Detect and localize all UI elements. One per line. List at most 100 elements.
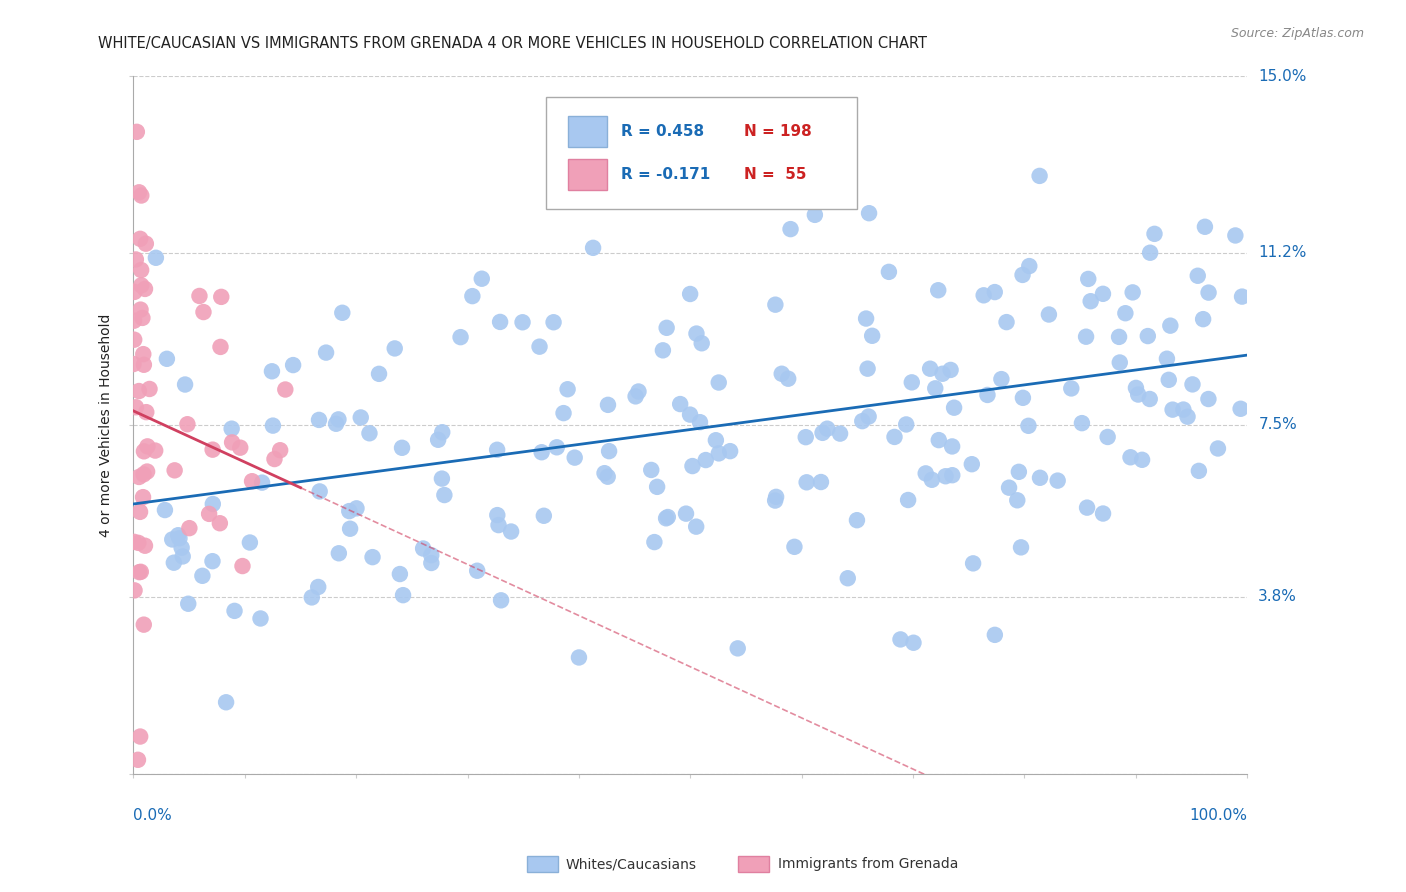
Point: [420, 556, 443, 570]
Point: [651, 343, 673, 358]
Point: [1194, 219, 1216, 234]
Point: [163, 556, 186, 570]
Point: [984, 628, 1007, 642]
Point: [627, 384, 650, 399]
Point: [384, 342, 406, 356]
Point: [125, 401, 148, 415]
Point: [1077, 272, 1099, 286]
Point: [361, 550, 384, 565]
Point: [129, 188, 152, 202]
Point: [794, 430, 817, 444]
Point: [655, 321, 678, 335]
Point: [914, 467, 936, 481]
Point: [132, 444, 155, 458]
Point: [328, 546, 350, 560]
Point: [346, 501, 368, 516]
Point: [657, 510, 679, 524]
Point: [596, 398, 619, 412]
Point: [897, 493, 920, 508]
Point: [1173, 402, 1195, 417]
Point: [145, 251, 167, 265]
Point: [998, 481, 1021, 495]
Point: [796, 475, 818, 490]
Point: [169, 531, 191, 545]
Point: [695, 453, 717, 467]
Point: [129, 278, 152, 293]
Point: [779, 222, 801, 236]
Point: [1092, 507, 1115, 521]
Point: [815, 422, 838, 436]
Point: [221, 422, 243, 436]
Point: [1011, 268, 1033, 282]
Point: [392, 588, 415, 602]
Point: [990, 372, 1012, 386]
Point: [927, 283, 949, 297]
Point: [307, 580, 329, 594]
Point: [135, 405, 157, 419]
Point: [388, 567, 411, 582]
Point: [1187, 268, 1209, 283]
Text: 7.5%: 7.5%: [1258, 417, 1296, 433]
Point: [533, 508, 555, 523]
Point: [132, 347, 155, 361]
Point: [125, 125, 148, 139]
Point: [132, 358, 155, 372]
Point: [727, 641, 749, 656]
Point: [679, 408, 702, 422]
Point: [645, 480, 668, 494]
Point: [943, 401, 966, 415]
Point: [262, 418, 284, 433]
Point: [1012, 391, 1035, 405]
Point: [1156, 351, 1178, 366]
Point: [976, 388, 998, 402]
Point: [883, 430, 905, 444]
Point: [315, 345, 337, 359]
Point: [1128, 387, 1150, 401]
Point: [132, 467, 155, 482]
Point: [433, 488, 456, 502]
Point: [1097, 430, 1119, 444]
Point: [128, 384, 150, 398]
Point: [188, 289, 211, 303]
Point: [1188, 464, 1211, 478]
Point: [432, 425, 454, 440]
Point: [122, 534, 145, 549]
Point: [858, 409, 880, 424]
Point: [1198, 285, 1220, 300]
Point: [530, 445, 553, 459]
Point: [281, 358, 304, 372]
Point: [718, 444, 741, 458]
Point: [778, 372, 800, 386]
Point: [512, 315, 534, 329]
Point: [783, 540, 806, 554]
Point: [928, 433, 950, 447]
Point: [1029, 471, 1052, 485]
Point: [855, 311, 877, 326]
Point: [877, 265, 900, 279]
Point: [250, 475, 273, 490]
Point: [128, 565, 150, 579]
Point: [643, 535, 665, 549]
Text: 0.0%: 0.0%: [134, 808, 173, 823]
Point: [1018, 259, 1040, 273]
Point: [179, 521, 201, 535]
Y-axis label: 4 or more Vehicles in Household: 4 or more Vehicles in Household: [100, 313, 114, 537]
Point: [201, 497, 224, 511]
Point: [1143, 227, 1166, 241]
Point: [1028, 169, 1050, 183]
Point: [125, 252, 148, 267]
Point: [209, 290, 232, 304]
Point: [858, 206, 880, 220]
Point: [127, 753, 149, 767]
Point: [308, 484, 330, 499]
Point: [229, 441, 252, 455]
Point: [1230, 290, 1253, 304]
Point: [1192, 312, 1215, 326]
Point: [557, 382, 579, 396]
Text: Whites/Caucasians: Whites/Caucasians: [565, 857, 696, 871]
Point: [269, 443, 291, 458]
Point: [931, 367, 953, 381]
Point: [129, 730, 152, 744]
Point: [1038, 308, 1060, 322]
Point: [1076, 500, 1098, 515]
